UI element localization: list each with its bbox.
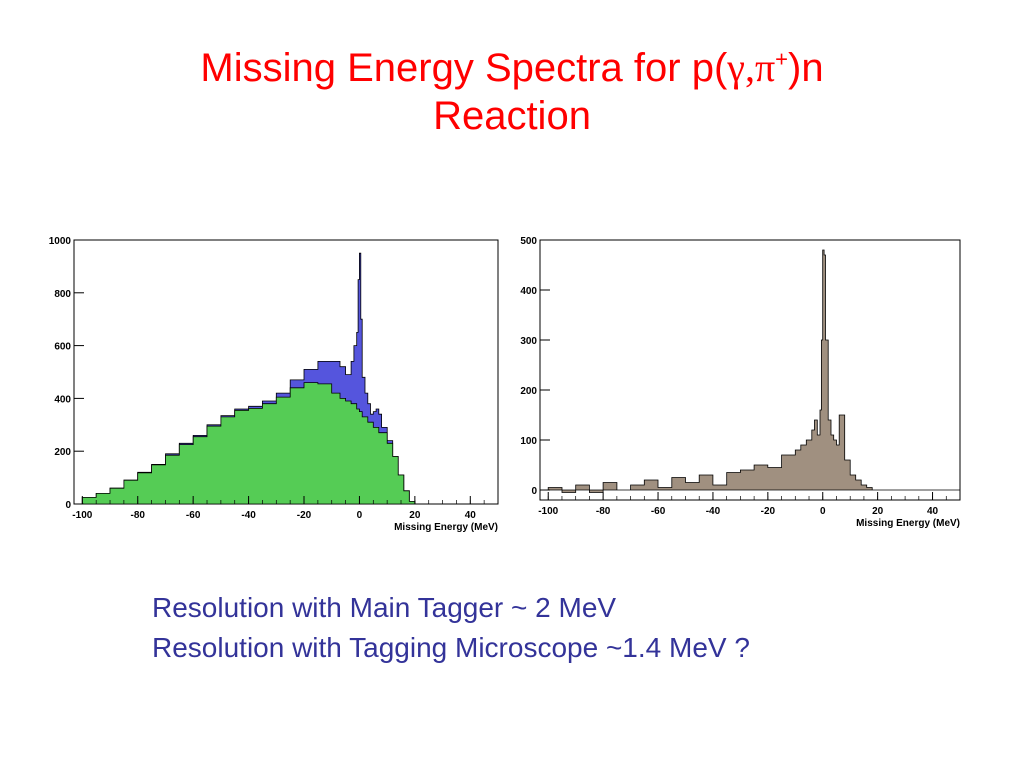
x-tick-label: 20 [872,506,884,517]
y-tick-label: 0 [531,486,537,497]
x-tick-label: -40 [241,510,256,521]
x-tick-label: 20 [409,510,421,521]
x-tick-label: -100 [72,510,92,521]
y-tick-label: 600 [54,342,71,353]
title-superscript: + [775,46,789,72]
y-tick-label: 200 [54,447,71,458]
x-tick-label: 40 [927,506,939,517]
y-tick-label: 0 [65,500,71,511]
title-line-1: Missing Energy Spectra for p(γ,π+)n [0,44,1024,92]
x-axis-label: Missing Energy (MeV) [394,522,498,533]
chart-tagging-microscope: -100 -80 -60 -40 -20 0 20 400100200300400500Mis… [520,236,961,529]
y-tick-label: 200 [520,386,537,397]
title-gamma: γ [727,45,745,90]
slide-title: Missing Energy Spectra for p(γ,π+)n Reac… [0,44,1024,140]
y-tick-label: 1000 [49,236,72,247]
title-line-2: Reaction [433,94,591,138]
x-tick-label: 0 [357,510,363,521]
y-tick-label: 400 [54,394,71,405]
x-tick-label: -20 [297,510,312,521]
caption-line-1: Resolution with Main Tagger ~ 2 MeV [152,592,617,623]
y-tick-label: 300 [520,336,537,347]
title-end: )n [788,46,824,90]
x-tick-label: -40 [706,506,721,517]
y-tick-label: 400 [520,286,537,297]
title-pi: π [754,45,776,90]
x-tick-label: -60 [186,510,201,521]
x-tick-label: 0 [820,506,826,517]
series-main [540,249,960,493]
x-tick-label: -20 [761,506,776,517]
y-tick-label: 100 [520,436,537,447]
title-text: Missing Energy Spectra for p( [200,46,728,90]
x-tick-label: 40 [465,510,477,521]
x-axis-label: Missing Energy (MeV) [856,518,960,529]
title-comma: , [744,45,755,90]
caption: Resolution with Main Tagger ~ 2 MeV Reso… [152,588,750,668]
y-tick-label: 800 [54,289,71,300]
series-sub [74,382,498,505]
x-tick-label: -60 [651,506,666,517]
plot-frame [539,239,961,501]
y-tick-label: 500 [520,236,537,247]
x-tick-label: -80 [131,510,146,521]
x-tick-label: -80 [596,506,611,517]
caption-line-2: Resolution with Tagging Microscope ~1.4 … [152,632,750,663]
x-tick-label: -100 [538,506,558,517]
chart-main-tagger: -100 -80 -60 -40 -20 0 20 4002004006008001000Mi… [49,236,499,533]
